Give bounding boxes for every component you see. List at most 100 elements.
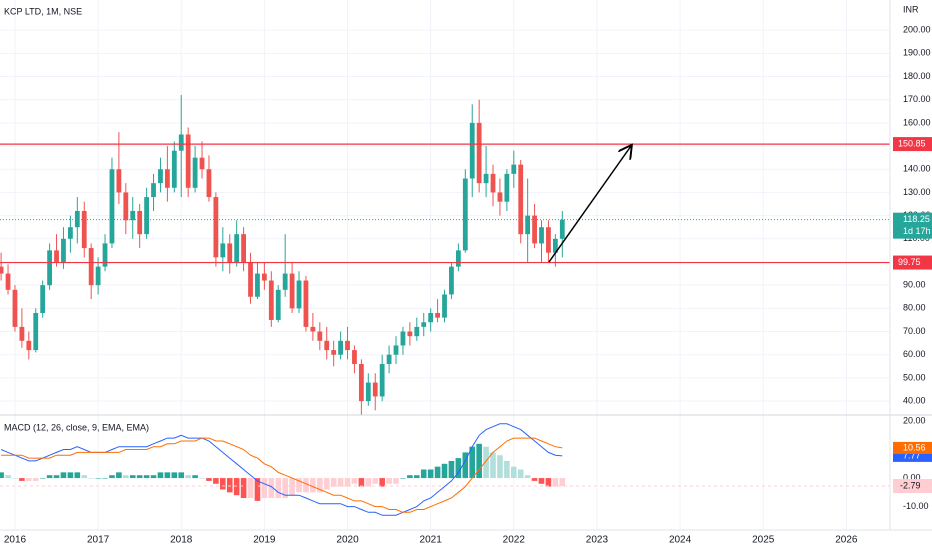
candle-body: [123, 192, 129, 221]
candle-body: [26, 340, 32, 351]
plot: [0, 95, 890, 516]
candle-body: [206, 169, 212, 198]
candle-body: [317, 331, 323, 341]
series-last-label: 10.56: [903, 442, 926, 452]
candle-body: [12, 289, 18, 327]
level-label-box: [893, 255, 932, 270]
candle-body: [47, 250, 53, 286]
candle-body: [0, 266, 4, 274]
histogram-bar: [67, 472, 74, 479]
candle-body: [358, 363, 364, 402]
candle-body: [275, 289, 281, 320]
candle-body: [137, 210, 143, 235]
candle-body: [400, 331, 406, 346]
histogram-bar: [517, 469, 524, 479]
candle-body: [504, 173, 510, 202]
histogram-bar: [386, 478, 392, 484]
last-price-label: 118.25: [903, 214, 930, 224]
histogram-bar: [393, 478, 399, 484]
x-tick-label: 2020: [336, 535, 359, 546]
histogram-bar: [150, 475, 157, 479]
histogram-bar: [74, 472, 81, 479]
histogram-last-label: -2.79: [900, 480, 921, 490]
candle-body: [462, 178, 468, 251]
series-last-label: 7.77: [903, 450, 921, 460]
x-tick-label: 2025: [752, 535, 775, 546]
candle-body: [144, 197, 150, 235]
x-tick-label: 2024: [669, 535, 692, 546]
candle-body: [414, 326, 420, 337]
level-label-box: [893, 137, 932, 152]
histogram-bar: [455, 458, 462, 479]
x-tick-label: 2016: [4, 535, 27, 546]
candle-body: [268, 280, 274, 320]
candle-body: [393, 345, 399, 355]
histogram-bar: [185, 475, 191, 479]
histogram-bar: [351, 478, 358, 484]
candle-body: [54, 250, 59, 262]
histogram-bar: [559, 478, 566, 487]
y-tick-label: 0.00: [903, 472, 921, 482]
candle-body: [102, 243, 108, 267]
candle-body: [331, 350, 337, 355]
candle-body: [490, 173, 496, 193]
y-tick-label: 70.00: [903, 326, 926, 336]
axis-labels: 2016 2017 2018 2019 2020 2021 2022 2023 2024 2025…: [4, 25, 932, 546]
candle-body: [61, 238, 66, 262]
candle-body: [164, 169, 170, 188]
macd-title: MACD (12, 26, close, 9, EMA, EMA): [4, 422, 149, 432]
candle-body: [483, 173, 489, 184]
histogram-bar: [164, 472, 171, 479]
histogram-bar: [192, 475, 198, 479]
histogram-bar: [199, 478, 205, 479]
y-tick-label: 50.00: [903, 372, 926, 382]
candle-body: [379, 363, 385, 397]
candle-body: [19, 326, 25, 341]
candle-body: [559, 219, 565, 239]
histogram-bar: [469, 446, 476, 479]
histogram-bar: [129, 475, 136, 479]
candle-body: [324, 340, 330, 351]
x-tick-label: 2026: [835, 535, 858, 546]
candle-body: [261, 273, 267, 281]
histogram-bar: [12, 478, 18, 479]
histogram-bar: [157, 472, 164, 479]
y-tick-label: -10.00: [903, 501, 929, 511]
histogram-bar: [344, 478, 351, 487]
x-tick-label: 2021: [420, 535, 443, 546]
y-tick-label: 160.00: [903, 117, 931, 127]
candle-body: [546, 227, 551, 253]
histogram-bar: [379, 478, 385, 487]
histogram-bar: [116, 472, 122, 479]
candle-body: [407, 331, 413, 337]
candle-body: [289, 273, 295, 309]
histogram-bar: [372, 478, 379, 484]
candle-body: [352, 350, 357, 364]
histogram-bar: [268, 478, 275, 499]
histogram-bar: [39, 478, 46, 479]
histogram-bar: [220, 478, 226, 490]
histogram-bar: [88, 478, 94, 479]
histogram-bar: [414, 475, 420, 479]
candle-body: [476, 122, 482, 184]
candle-body: [130, 210, 136, 221]
histogram-bar: [400, 478, 406, 479]
histogram-bar: [178, 472, 185, 479]
candle-body: [497, 192, 503, 202]
histogram-bar: [365, 478, 372, 487]
candle-body: [282, 273, 288, 290]
histogram-bar: [448, 460, 455, 479]
candle-body: [109, 169, 115, 244]
x-tick-label: 2017: [87, 535, 110, 546]
candle-body: [469, 122, 475, 179]
y-tick-label: 60.00: [903, 349, 926, 359]
candle-body: [428, 312, 434, 323]
y-tick-label: 40.00: [903, 395, 926, 405]
candle-body: [365, 382, 371, 402]
x-tick-label: 2023: [586, 535, 609, 546]
chart-title: KCP LTD, 1M, NSE: [4, 6, 82, 16]
y-tick-label: 170.00: [903, 94, 931, 104]
candle-body: [171, 150, 177, 188]
candle-body: [552, 238, 558, 253]
histogram-bar: [136, 475, 143, 479]
